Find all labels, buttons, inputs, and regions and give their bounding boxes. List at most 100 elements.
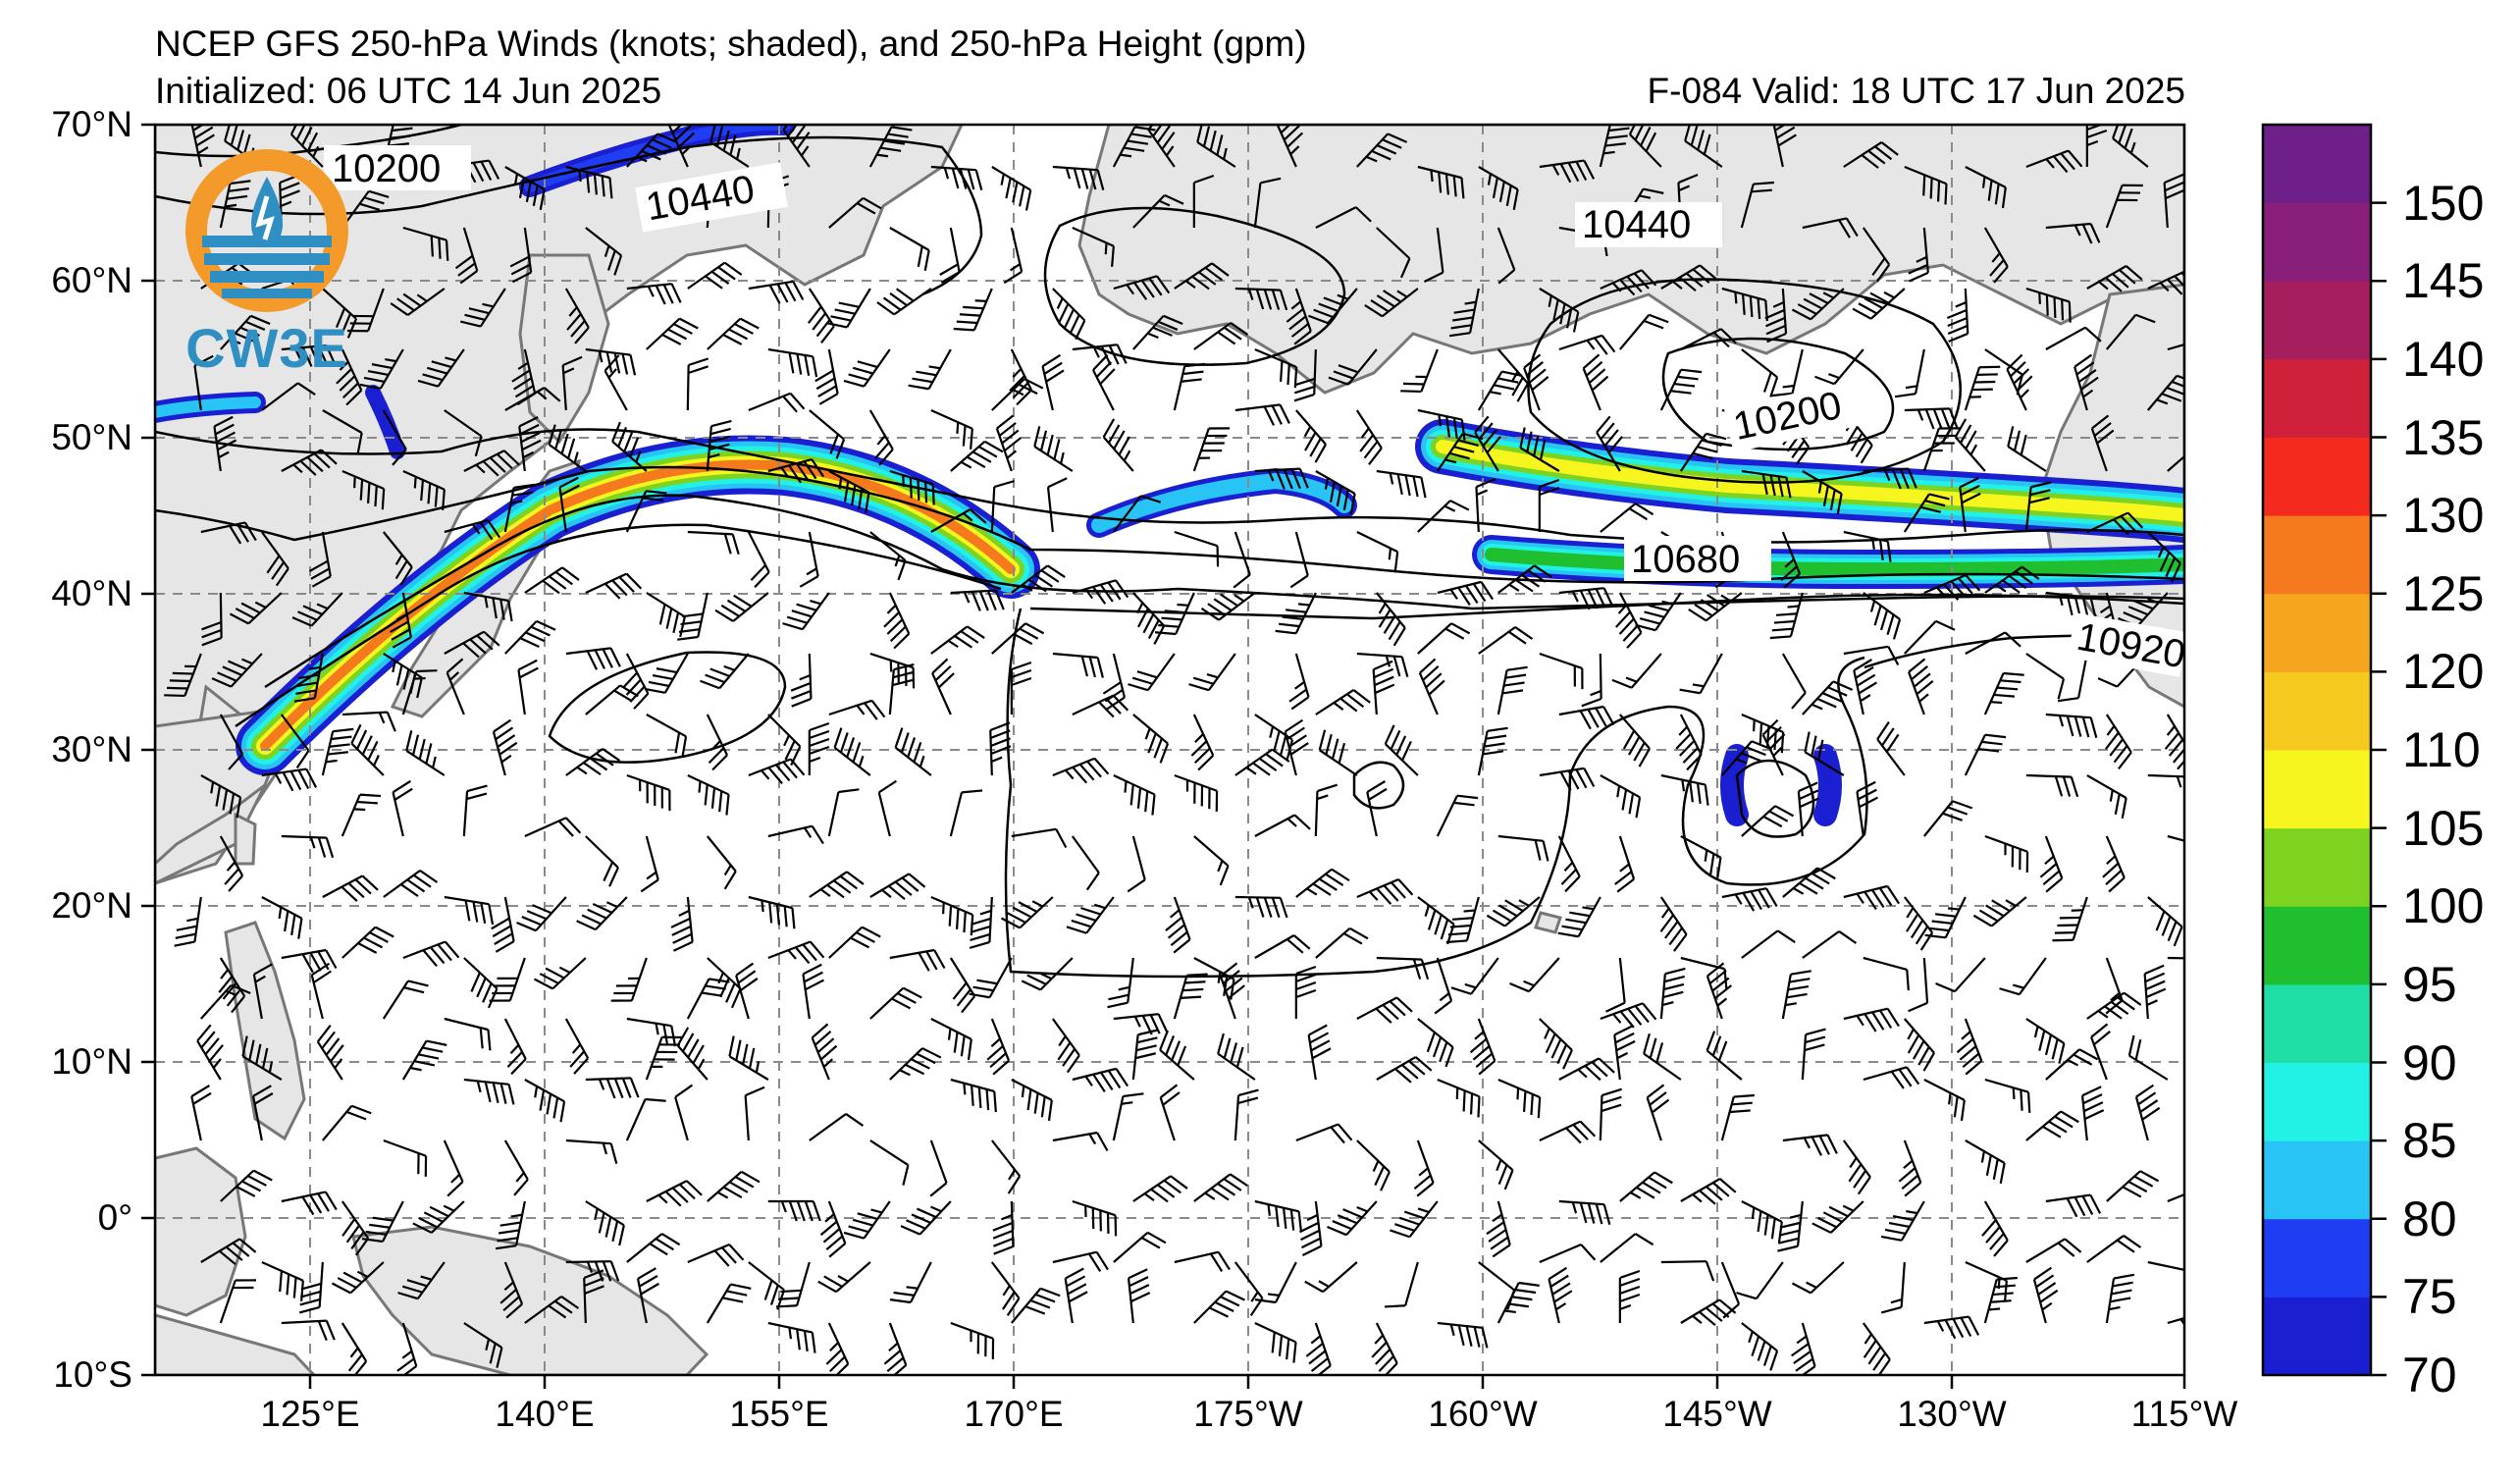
wind-barb [1558, 334, 1616, 355]
wind-barb [676, 1027, 709, 1081]
wind-barb [1646, 1084, 1670, 1141]
wind-barb [444, 895, 495, 926]
wind-barb [1904, 619, 1956, 655]
wind-barb [748, 758, 806, 784]
wind-barb [1072, 579, 1129, 605]
wind-barb [2045, 222, 2101, 244]
wind-barb [1021, 957, 1074, 991]
wind-barb [1046, 477, 1068, 533]
wind-shading-band [1813, 744, 1842, 826]
wind-barb [1371, 1322, 1398, 1375]
wind-barb [1033, 426, 1074, 472]
contour-small-loop-1 [1352, 761, 1405, 810]
wind-barb [1660, 773, 1709, 806]
wind-barb [583, 1269, 604, 1324]
land-taiwan [234, 812, 257, 866]
wind-barb [1390, 1200, 1439, 1239]
wind-barb [604, 354, 628, 411]
lon-label-140e: 140°E [495, 1394, 595, 1434]
wind-barb [1802, 930, 1858, 959]
wind-barb [444, 630, 500, 659]
wind-barb [1741, 929, 1796, 959]
wind-barb [1174, 262, 1230, 291]
colorbar-label: 100 [2402, 878, 2485, 934]
wind-barb [1843, 1007, 1900, 1033]
wind-barb [1375, 592, 1406, 647]
wind-barb [1741, 1200, 1783, 1244]
wind-barb [883, 1322, 908, 1375]
wind-barb [1741, 805, 1795, 837]
colorbar-segment [2263, 1297, 2371, 1376]
colorbar-segment [2263, 750, 2371, 829]
wind-barb [747, 531, 770, 589]
wind-barb [1908, 957, 1929, 1013]
wind-barb [1781, 970, 1811, 1020]
wind-barb [1295, 1123, 1353, 1144]
wind-barb [2057, 653, 2088, 703]
wind-barb [402, 226, 449, 261]
wind-barb [585, 835, 619, 887]
wind-barb [1863, 592, 1902, 640]
wind-barb [767, 940, 825, 965]
wind-barb [1188, 653, 1236, 692]
wind-barb [1599, 1087, 1623, 1141]
wind-barb [1497, 348, 1529, 402]
wind-barb [876, 288, 932, 316]
lon-label-125e: 125°E [260, 1394, 360, 1434]
wind-barb [1876, 721, 1906, 776]
wind-barb [1843, 530, 1892, 562]
wind-barb [2045, 1048, 2099, 1081]
wind-barb [565, 748, 621, 776]
wind-barb [1558, 705, 1615, 730]
land-new-guinea [351, 1225, 709, 1375]
wind-barb [1113, 1231, 1167, 1263]
wind-barb [322, 288, 358, 339]
wind-barb [1811, 1200, 1864, 1234]
wind-barb [174, 896, 202, 947]
wind-barb [213, 415, 237, 472]
wind-barb [2112, 125, 2149, 168]
wind-barb [321, 1104, 372, 1141]
wind-barb [565, 1260, 620, 1282]
wind-barb [341, 1200, 370, 1256]
wind-barb [888, 662, 915, 715]
wind-barb [1417, 622, 1471, 655]
wind-barb [1052, 757, 1110, 784]
wind-barb [2102, 835, 2126, 893]
wind-barb [1954, 418, 1986, 472]
wind-barb [1856, 780, 1878, 837]
wind-barb [2025, 1018, 2066, 1064]
wind-barb [298, 1261, 324, 1314]
wind-barb [991, 378, 1044, 411]
wind-barb [1908, 227, 1929, 283]
colorbar-label: 80 [2402, 1191, 2457, 1246]
wind-barb [707, 317, 760, 350]
wind-barb [1254, 1199, 1303, 1233]
wind-barb [565, 165, 613, 199]
wind-barb [670, 896, 694, 952]
wind-barb [626, 132, 678, 168]
wind-barb [1356, 1139, 1391, 1192]
wind-barb [1234, 895, 1288, 919]
wind-barb [281, 834, 335, 859]
wind-barb [1051, 1018, 1080, 1074]
wind-barb [1558, 1057, 1615, 1082]
wind-barb [1384, 1261, 1419, 1308]
wind-barb [1688, 592, 1743, 622]
wind-barb [1843, 141, 1899, 169]
wind-barb [1154, 592, 1195, 636]
wind-barbs [164, 125, 2184, 1375]
wind-barb [1863, 1066, 1920, 1089]
wind-barb [748, 895, 796, 929]
wind-barb [767, 458, 825, 484]
wind-barb [1557, 896, 1601, 938]
wind-barb [883, 592, 911, 650]
wind-barb [1113, 774, 1156, 816]
wind-barb [1538, 478, 1560, 532]
wind-barb [524, 566, 580, 595]
wind-barb [444, 1017, 492, 1051]
wind-barb [674, 1084, 694, 1141]
land-sumatra [155, 1313, 317, 1375]
valid-time: F-084 Valid: 18 UTC 17 Jun 2025 [1647, 71, 2185, 111]
cw3e-logo-text: CW3E [185, 317, 348, 379]
